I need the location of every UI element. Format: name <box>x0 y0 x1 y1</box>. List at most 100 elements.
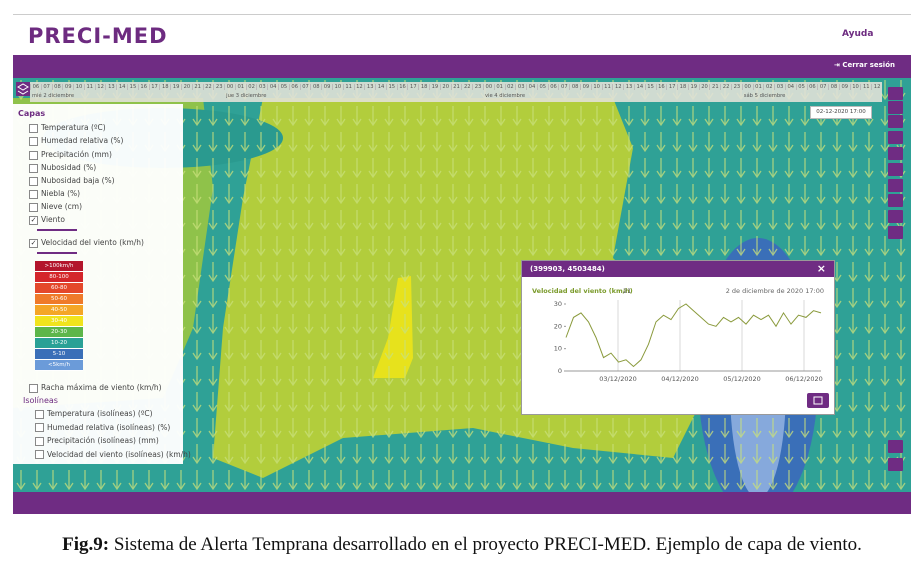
layer-item[interactable]: Temperatura (isolíneas) (ºC) <box>35 409 153 419</box>
hour-label[interactable]: 02 <box>763 84 774 90</box>
hour-label[interactable]: 07 <box>817 84 828 90</box>
hour-label[interactable]: 12 <box>353 84 365 90</box>
tool-button[interactable] <box>888 101 903 114</box>
hour-label[interactable]: 17 <box>407 84 418 90</box>
hour-label[interactable]: 05 <box>278 84 289 90</box>
hour-label[interactable]: 23 <box>731 84 742 90</box>
checkbox[interactable] <box>29 136 38 146</box>
hour-label[interactable]: 06 <box>806 84 818 90</box>
hour-label[interactable]: 14 <box>633 84 645 90</box>
tool-button[interactable] <box>888 163 903 176</box>
hour-label[interactable]: 21 <box>709 84 720 90</box>
hour-label[interactable]: 17 <box>666 84 677 90</box>
hour-label[interactable]: 17 <box>148 84 160 90</box>
hour-label[interactable]: 05 <box>795 84 807 90</box>
hour-label[interactable]: 02 <box>504 84 516 90</box>
hour-label[interactable]: 20 <box>439 84 451 90</box>
hour-label[interactable]: 09 <box>838 84 850 90</box>
hour-label[interactable]: 06 <box>30 84 41 90</box>
hour-label[interactable]: 15 <box>127 84 138 90</box>
layer-item[interactable]: Velocidad del viento (isolíneas) (km/h) <box>35 450 191 459</box>
layer-item[interactable]: Temperatura (ºC) <box>29 123 106 133</box>
checkbox[interactable] <box>35 423 44 432</box>
checkbox[interactable] <box>29 189 38 199</box>
hour-label[interactable]: 19 <box>170 84 181 90</box>
tool-button[interactable] <box>888 458 903 471</box>
layer-item[interactable]: ✓ Velocidad del viento (km/h) <box>29 238 144 248</box>
tool-button[interactable] <box>888 210 903 223</box>
hour-label[interactable]: 06 <box>288 84 300 90</box>
hour-label[interactable]: 04 <box>526 84 537 90</box>
hour-label[interactable]: 12 <box>94 84 106 90</box>
hour-label[interactable]: 11 <box>860 84 871 90</box>
opacity-slider[interactable] <box>37 252 77 254</box>
hour-label[interactable]: 22 <box>202 84 214 90</box>
hour-label[interactable]: 16 <box>396 84 408 90</box>
checkbox[interactable] <box>35 436 44 446</box>
hour-label[interactable]: 08 <box>51 84 63 90</box>
hour-label[interactable]: 18 <box>159 84 170 90</box>
tool-button[interactable] <box>888 87 903 100</box>
checkbox[interactable] <box>29 176 38 186</box>
help-link[interactable]: Ayuda <box>842 29 874 39</box>
hour-label[interactable]: 10 <box>849 84 861 90</box>
hour-label[interactable]: 15 <box>385 84 397 90</box>
hour-label[interactable]: 08 <box>310 84 321 90</box>
hour-label[interactable]: 03 <box>515 84 526 90</box>
hour-label[interactable]: 16 <box>655 84 667 90</box>
hour-label[interactable]: 13 <box>364 84 375 90</box>
hour-label[interactable]: 23 <box>213 84 224 90</box>
print-button[interactable] <box>807 393 829 408</box>
hour-label[interactable]: 03 <box>774 84 785 90</box>
hour-label[interactable]: 19 <box>687 84 699 90</box>
hour-label[interactable]: 09 <box>321 84 332 90</box>
hour-label[interactable]: 18 <box>418 84 429 90</box>
hour-label[interactable]: 18 <box>677 84 688 90</box>
hour-label[interactable]: 11 <box>342 84 354 90</box>
layer-item[interactable]: ✓ Viento <box>29 215 65 225</box>
tool-button[interactable] <box>888 131 903 144</box>
checkbox[interactable] <box>35 450 44 459</box>
checkbox[interactable] <box>29 123 38 133</box>
layer-item[interactable]: Precipitación (mm) <box>29 150 112 160</box>
hour-label[interactable]: 03 <box>256 84 267 90</box>
hour-label[interactable]: 22 <box>461 84 472 90</box>
hour-label[interactable]: 21 <box>450 84 462 90</box>
hour-label[interactable]: 06 <box>547 84 559 90</box>
hour-label[interactable]: 14 <box>116 84 127 90</box>
hour-label[interactable]: 00 <box>482 84 494 90</box>
hour-label[interactable]: 07 <box>40 84 52 90</box>
checkbox[interactable] <box>29 202 38 212</box>
layer-item[interactable]: Humedad relativa (%) <box>29 136 123 146</box>
tool-button[interactable] <box>888 115 903 128</box>
hour-label[interactable]: 12 <box>612 84 623 90</box>
hour-label[interactable]: 20 <box>698 84 710 90</box>
close-button[interactable]: × <box>816 262 826 275</box>
hour-label[interactable]: 21 <box>191 84 203 90</box>
logo[interactable]: PRECI-MED <box>28 24 168 48</box>
checkbox[interactable] <box>29 163 38 173</box>
checkbox[interactable] <box>29 150 38 160</box>
hour-label[interactable]: 00 <box>741 84 753 90</box>
hour-label[interactable]: 11 <box>601 84 613 90</box>
hour-label[interactable]: 08 <box>828 84 839 90</box>
hour-label[interactable]: 08 <box>569 84 580 90</box>
hour-label[interactable]: 02 <box>245 84 257 90</box>
hour-label[interactable]: 16 <box>137 84 149 90</box>
hour-label[interactable]: 23 <box>472 84 483 90</box>
hour-label[interactable]: 22 <box>720 84 731 90</box>
hour-label[interactable]: 13 <box>623 84 634 90</box>
timeline[interactable]: mié 2 diciembre 06 07 08 09 10 11 12 13 14 15 16 17 1… <box>30 82 882 102</box>
hour-label[interactable]: 09 <box>62 84 73 90</box>
layer-item[interactable]: Humedad relativa (isolíneas) (%) <box>35 423 170 432</box>
hour-label[interactable]: 04 <box>784 84 796 90</box>
checkbox[interactable]: ✓ <box>29 215 38 225</box>
layer-item[interactable]: Nieve (cm) <box>29 202 82 212</box>
logout-link[interactable]: ⇥ Cerrar sesión <box>834 61 895 69</box>
layer-item[interactable]: Nubosidad baja (%) <box>29 176 115 186</box>
tool-button[interactable] <box>888 194 903 207</box>
tool-button[interactable] <box>888 226 903 239</box>
hour-label[interactable]: 10 <box>590 84 602 90</box>
opacity-slider[interactable] <box>37 229 77 231</box>
hour-label[interactable]: 01 <box>493 84 505 90</box>
